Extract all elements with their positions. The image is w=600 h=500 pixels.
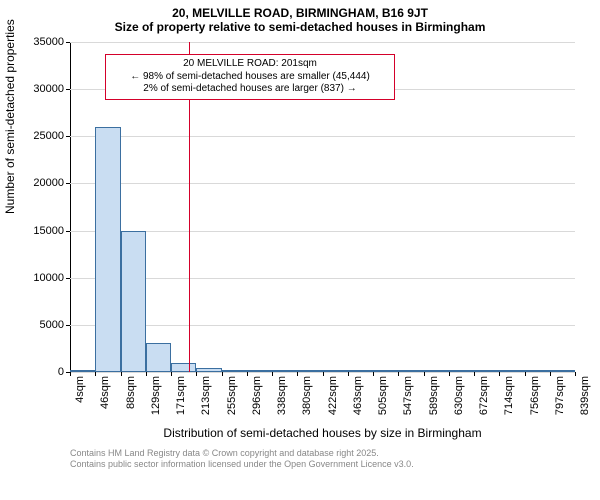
xtick-mark <box>323 372 324 376</box>
xtick-label: 839sqm <box>579 376 591 415</box>
footer-line2: Contains public sector information licen… <box>70 459 414 470</box>
xtick-label: 672sqm <box>478 376 490 415</box>
xtick-label: 129sqm <box>150 376 162 415</box>
xtick-mark <box>449 372 450 376</box>
gridline <box>70 325 575 326</box>
xtick-mark <box>121 372 122 376</box>
histogram-bar <box>196 368 221 372</box>
xtick-mark <box>247 372 248 376</box>
histogram-bar <box>146 343 171 372</box>
xtick-label: 422sqm <box>327 376 339 415</box>
histogram-bar <box>95 127 120 372</box>
histogram-bar <box>525 370 550 372</box>
xtick-label: 630sqm <box>453 376 465 415</box>
annotation-line1: 20 MELVILLE ROAD: 201sqm <box>112 58 388 71</box>
xtick-mark <box>171 372 172 376</box>
xtick-mark <box>525 372 526 376</box>
xtick-mark <box>196 372 197 376</box>
histogram-bar <box>398 370 423 372</box>
xtick-mark <box>70 372 71 376</box>
xtick-label: 380sqm <box>301 376 313 415</box>
histogram-bar <box>348 370 373 372</box>
xtick-label: 714sqm <box>503 376 515 415</box>
xtick-label: 255sqm <box>226 376 238 415</box>
xtick-label: 213sqm <box>200 376 212 415</box>
x-axis-label: Distribution of semi-detached houses by … <box>70 426 575 440</box>
histogram-bar <box>424 370 449 372</box>
xtick-mark <box>95 372 96 376</box>
xtick-mark <box>550 372 551 376</box>
xtick-mark <box>499 372 500 376</box>
ytick-label: 15000 <box>33 225 70 237</box>
histogram-bar <box>222 370 247 372</box>
gridline <box>70 231 575 232</box>
histogram-bar <box>474 370 499 372</box>
xtick-mark <box>398 372 399 376</box>
y-axis-label: Number of semi-detached properties <box>3 198 17 214</box>
gridline <box>70 42 575 43</box>
histogram-bar <box>272 370 297 372</box>
annotation-line2: ← 98% of semi-detached houses are smalle… <box>112 71 388 84</box>
histogram-bar <box>70 370 95 372</box>
gridline <box>70 183 575 184</box>
histogram-bar <box>121 231 146 372</box>
ytick-label: 30000 <box>33 83 70 95</box>
histogram-bar <box>550 370 575 372</box>
annotation-line3: 2% of semi-detached houses are larger (8… <box>112 83 388 96</box>
ytick-label: 35000 <box>33 36 70 48</box>
xtick-label: 756sqm <box>529 376 541 415</box>
histogram-bar <box>499 370 524 372</box>
xtick-label: 589sqm <box>428 376 440 415</box>
xtick-mark <box>575 372 576 376</box>
xtick-label: 505sqm <box>377 376 389 415</box>
xtick-label: 4sqm <box>74 376 86 403</box>
ytick-label: 20000 <box>33 177 70 189</box>
xtick-mark <box>297 372 298 376</box>
annotation-box: 20 MELVILLE ROAD: 201sqm← 98% of semi-de… <box>105 54 395 100</box>
xtick-label: 46sqm <box>99 376 111 409</box>
ytick-label: 5000 <box>40 319 70 331</box>
xtick-label: 338sqm <box>276 376 288 415</box>
xtick-mark <box>474 372 475 376</box>
xtick-mark <box>146 372 147 376</box>
xtick-label: 296sqm <box>251 376 263 415</box>
xtick-label: 88sqm <box>125 376 137 409</box>
histogram-bar <box>449 370 474 372</box>
xtick-label: 547sqm <box>402 376 414 415</box>
footer-attribution: Contains HM Land Registry data © Crown c… <box>70 448 414 470</box>
xtick-mark <box>348 372 349 376</box>
histogram-bar <box>247 370 272 372</box>
histogram-bar <box>171 363 196 372</box>
xtick-mark <box>373 372 374 376</box>
histogram-bar <box>373 370 398 372</box>
footer-line1: Contains HM Land Registry data © Crown c… <box>70 448 414 459</box>
histogram-bar <box>297 370 322 372</box>
xtick-label: 463sqm <box>352 376 364 415</box>
xtick-label: 797sqm <box>554 376 566 415</box>
y-axis <box>70 42 71 372</box>
chart-title-line1: 20, MELVILLE ROAD, BIRMINGHAM, B16 9JT <box>0 6 600 20</box>
xtick-mark <box>424 372 425 376</box>
ytick-label: 25000 <box>33 130 70 142</box>
xtick-mark <box>272 372 273 376</box>
plot-area: 050001000015000200002500030000350004sqm4… <box>70 42 575 372</box>
xtick-mark <box>222 372 223 376</box>
xtick-label: 171sqm <box>175 376 187 415</box>
chart-title-line2: Size of property relative to semi-detach… <box>0 20 600 34</box>
ytick-label: 0 <box>58 366 70 378</box>
gridline <box>70 136 575 137</box>
histogram-bar <box>323 370 348 372</box>
ytick-label: 10000 <box>33 272 70 284</box>
gridline <box>70 278 575 279</box>
